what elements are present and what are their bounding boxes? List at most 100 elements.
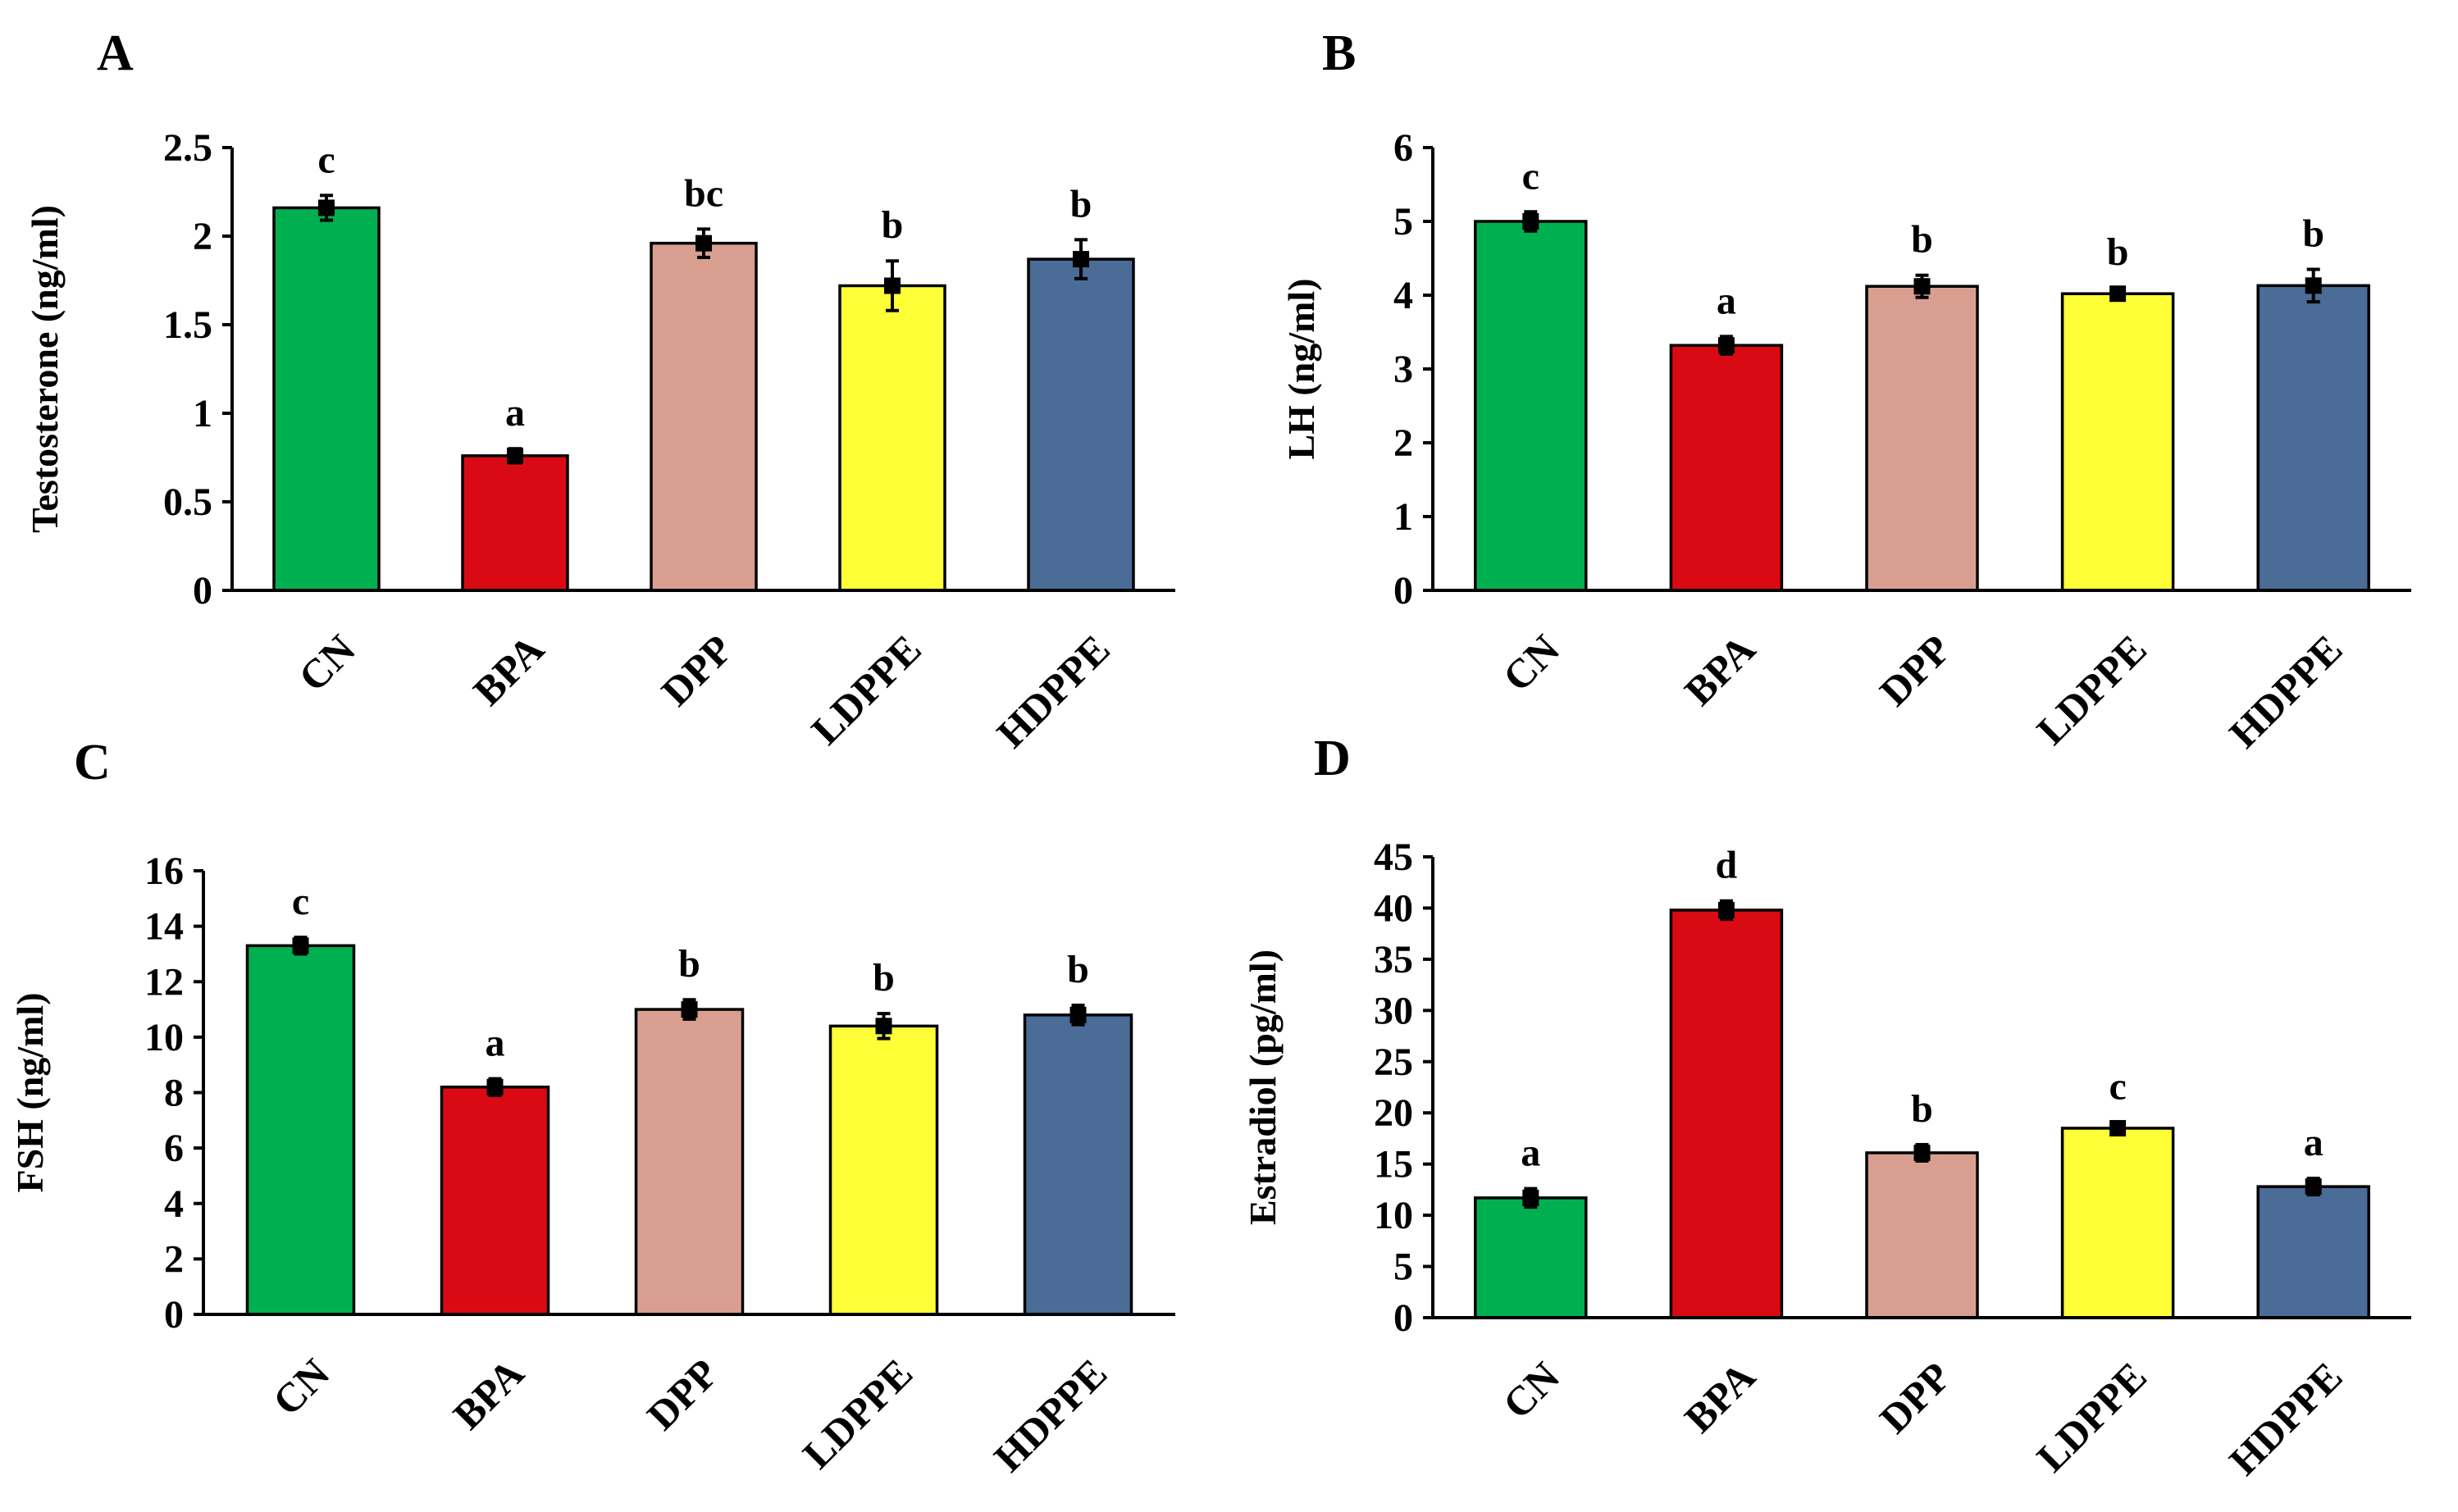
bar-dpp <box>634 1008 745 1316</box>
significance-label: b <box>1911 218 1933 262</box>
y-tick-label: 6 <box>1393 126 1413 170</box>
y-tick-label: 2.5 <box>163 126 212 170</box>
y-tick-label: 35 <box>1374 938 1413 981</box>
y-tick-label: 6 <box>164 1127 184 1170</box>
significance-label: b <box>1070 182 1092 225</box>
y-tick-label: 1 <box>193 392 212 435</box>
bar-bpa <box>1669 909 1784 1319</box>
x-tick-label: HDPPE <box>987 626 1118 756</box>
significance-label: b <box>1067 948 1089 991</box>
significance-label: b <box>2302 212 2324 256</box>
y-axis-label: Estradiol (pg/ml) <box>1242 950 1284 1225</box>
mean-marker <box>1073 251 1089 268</box>
y-tick-label: 0 <box>1393 1296 1413 1340</box>
y-tick-label: 12 <box>144 960 184 1004</box>
x-tick-label: HDPPE <box>2220 1353 2351 1483</box>
bar-cn <box>245 944 356 1316</box>
y-tick-label: 10 <box>1374 1194 1413 1237</box>
x-tick-label: BPA <box>1676 1353 1764 1441</box>
significance-label: b <box>2107 230 2129 274</box>
y-tick-label: 14 <box>144 905 184 949</box>
y-tick-label: 2 <box>193 215 212 258</box>
y-tick-label: 20 <box>1374 1091 1413 1135</box>
significance-label: d <box>1716 844 1738 887</box>
significance-label: c <box>1522 154 1539 198</box>
x-tick-label: DPP <box>652 626 741 714</box>
significance-label: b <box>1911 1087 1933 1131</box>
bar-ldppe <box>2060 1127 2175 1319</box>
y-tick-label: 2 <box>164 1237 184 1281</box>
mean-marker <box>884 277 901 294</box>
mean-marker <box>1717 337 1735 354</box>
x-tick-label: DPP <box>1871 1353 1959 1441</box>
bar-bpa <box>440 1085 550 1316</box>
bar-hdppe <box>2256 284 2370 592</box>
mean-marker <box>1913 1144 1931 1161</box>
x-tick-label: LDPPE <box>802 626 929 753</box>
mean-marker <box>875 1018 892 1035</box>
significance-label: c <box>317 138 335 181</box>
x-tick-label: BPA <box>1676 626 1764 714</box>
mean-marker <box>2305 277 2322 294</box>
x-tick-label: DPP <box>1871 626 1959 714</box>
x-tick-label: HDPPE <box>985 1350 1115 1480</box>
significance-label: b <box>882 203 904 247</box>
y-tick-label: 40 <box>1374 886 1413 930</box>
x-tick-label: LDPPE <box>794 1350 921 1477</box>
x-tick-label: CN <box>264 1350 339 1424</box>
x-tick-label: CN <box>290 626 364 700</box>
bar-cn <box>272 206 381 592</box>
mean-marker <box>507 447 523 464</box>
bar-bpa <box>1669 344 1784 592</box>
panel-label: C <box>74 735 111 790</box>
y-tick-label: 10 <box>144 1016 184 1059</box>
mean-marker <box>292 937 309 954</box>
bar-hdppe <box>1027 257 1135 592</box>
y-tick-label: 4 <box>164 1182 184 1226</box>
y-tick-label: 45 <box>1374 836 1413 879</box>
x-tick-label: CN <box>1493 626 1568 700</box>
significance-label: b <box>678 942 700 986</box>
bar-cn <box>1474 1196 1588 1319</box>
y-tick-label: 5 <box>1393 200 1413 244</box>
bar-cn <box>1474 220 1588 592</box>
significance-label: bc <box>684 171 723 215</box>
mean-marker <box>2305 1178 2322 1195</box>
significance-label: a <box>486 1022 505 1065</box>
significance-label: a <box>2304 1121 2323 1164</box>
y-tick-label: 0 <box>164 1293 184 1337</box>
mean-marker <box>318 199 335 216</box>
bar-dpp <box>1865 285 1979 592</box>
y-tick-label: 4 <box>1393 274 1413 317</box>
significance-label: b <box>873 956 895 1000</box>
x-tick-label: LDPPE <box>2027 626 2155 753</box>
mean-marker <box>486 1078 504 1095</box>
y-axis-label: LH (ng/ml) <box>1280 278 1322 459</box>
significance-label: a <box>1717 279 1736 322</box>
panel-b: B LH (ng/ml) c CN a BPA b DPP b LDPPE b HDPPE 0 1 2 3 4 5… <box>1280 25 2411 757</box>
y-tick-label: 15 <box>1374 1143 1413 1186</box>
y-axis-label: FSH (ng/ml) <box>9 992 51 1192</box>
mean-marker <box>681 1001 698 1018</box>
mean-marker <box>1522 1189 1539 1206</box>
bar-ldppe <box>838 284 946 592</box>
x-tick-label: CN <box>1493 1353 1568 1428</box>
y-tick-label: 5 <box>1393 1246 1413 1289</box>
y-tick-label: 25 <box>1374 1041 1413 1084</box>
significance-label: c <box>2109 1064 2126 1108</box>
panel-label: A <box>97 25 134 81</box>
y-tick-label: 1.5 <box>163 303 212 347</box>
x-tick-label: BPA <box>464 626 553 714</box>
mean-marker <box>1913 278 1931 295</box>
y-tick-label: 0.5 <box>163 480 212 524</box>
significance-label: c <box>292 880 309 923</box>
y-tick-label: 30 <box>1374 989 1413 1032</box>
bar-dpp <box>1865 1151 1979 1319</box>
x-tick-label: LDPPE <box>2027 1353 2155 1480</box>
bar-hdppe <box>2256 1185 2370 1319</box>
y-tick-label: 0 <box>1393 569 1413 613</box>
significance-label: a <box>505 391 525 435</box>
bar-ldppe <box>828 1024 939 1316</box>
bar-ldppe <box>2060 292 2175 592</box>
